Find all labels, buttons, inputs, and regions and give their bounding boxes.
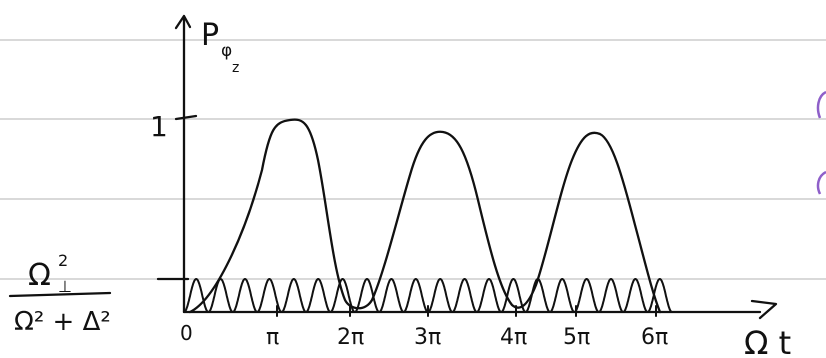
y-axis-arrowhead: [174, 14, 192, 30]
x-tick-label-4pi: 4π: [500, 325, 527, 350]
x-axis-label: Ω t: [744, 324, 791, 358]
x-tick-label-5pi: 5π: [563, 325, 590, 350]
x-tick-label-6pi: 6π: [641, 325, 668, 350]
x-axis-arrowhead: [750, 299, 778, 320]
x-tick-label-pi: π: [266, 325, 279, 350]
detuned-oscillation-curve: [183, 278, 673, 313]
y-axis-label: P: [201, 18, 219, 53]
notebook-rules: [0, 39, 826, 280]
level-numerator-sub: ⊥: [58, 277, 72, 296]
y-axis-label-subsubscript: z: [232, 60, 239, 76]
y-axis-label-subscript: φ: [221, 41, 232, 61]
y-tick-one-mark: [174, 114, 198, 121]
x-tick-label-3pi: 3π: [414, 325, 441, 350]
level-fraction-bar: [8, 291, 112, 298]
accent-mark: [816, 170, 826, 195]
x-tick-label-0: 0: [180, 321, 193, 345]
x-tick-label-2pi: 2π: [337, 325, 364, 350]
level-numerator: Ω: [28, 258, 51, 293]
resonant-curve: [188, 118, 662, 314]
level-denominator: Ω² + Δ²: [14, 307, 111, 337]
accent-mark: [816, 90, 826, 119]
level-numerator-sup: 2: [58, 251, 68, 270]
y-tick-one-label: 1: [150, 110, 168, 143]
